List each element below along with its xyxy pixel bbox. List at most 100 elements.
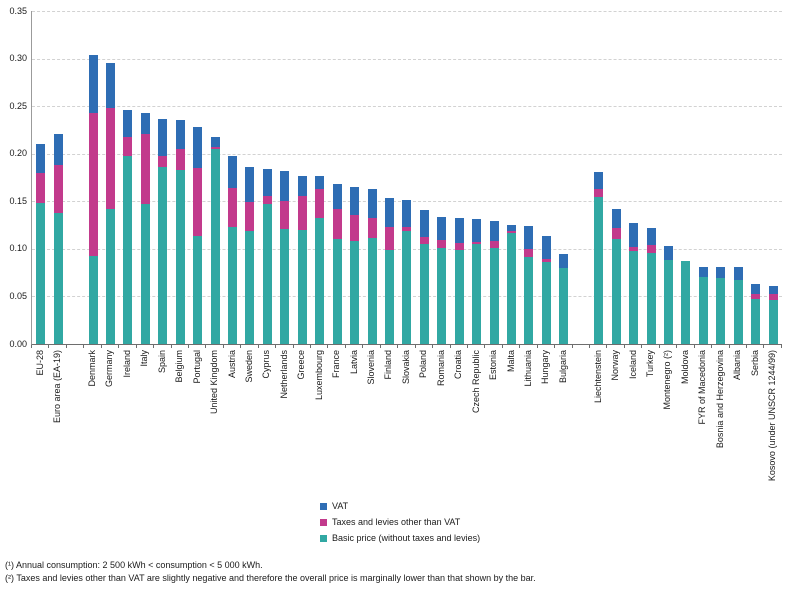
- bar-segment-vat: [768, 286, 778, 294]
- bar-segment-vat: [611, 209, 621, 228]
- x-label-cell: Liechtenstein: [589, 350, 606, 403]
- bar-segment-vat: [507, 225, 517, 231]
- x-tick-label: Poland: [418, 350, 429, 379]
- x-tick: [520, 345, 538, 348]
- x-tick-label: Serbia: [749, 350, 760, 377]
- x-tick-label: Latvia: [348, 350, 359, 375]
- bar-segment-other: [524, 249, 534, 257]
- bar-segment-basic: [681, 261, 691, 344]
- bar-slot: [677, 11, 694, 344]
- x-tick: [84, 345, 102, 348]
- x-label-cell: Malta: [502, 350, 519, 372]
- bar-slot: [730, 11, 747, 344]
- bar-segment-basic: [53, 213, 63, 344]
- x-tick: [154, 345, 172, 348]
- bar-segment-basic: [507, 233, 517, 344]
- bar-segment-other: [210, 147, 220, 149]
- bar-segment-vat: [245, 167, 255, 202]
- y-tick-label: 0.20: [9, 148, 27, 159]
- x-label-cell: Bosnia and Herzegovina: [711, 350, 728, 448]
- stacked-bar: [140, 113, 150, 344]
- x-tick: [363, 345, 381, 348]
- x-label-cell: Luxembourg: [310, 350, 327, 400]
- x-tick-label: Belgium: [174, 350, 185, 383]
- x-label-cell: Hungary: [537, 350, 554, 384]
- x-label-cell: Spain: [153, 350, 170, 373]
- bar-slot: [224, 11, 241, 344]
- legend-item-vat: VAT: [320, 501, 480, 512]
- x-tick-label: Euro area (EA-19): [52, 350, 63, 424]
- x-label-cell: Slovakia: [397, 350, 414, 384]
- bar-slot: [381, 11, 398, 344]
- bar-slot: [311, 11, 328, 344]
- bar-segment-basic: [594, 197, 604, 344]
- x-tick: [485, 345, 503, 348]
- bar-segment-other: [315, 189, 325, 218]
- x-tick: [503, 345, 521, 348]
- stacked-bar: [297, 176, 307, 344]
- bar-segment-basic: [698, 277, 708, 344]
- x-label-cell: Czech Republic: [467, 350, 484, 413]
- bar-segment-vat: [88, 55, 98, 113]
- bar-segment-other: [123, 137, 133, 156]
- x-tick-label: Iceland: [627, 350, 638, 380]
- x-label-cell: Iceland: [624, 350, 641, 379]
- x-label-cell: Romania: [432, 350, 449, 386]
- x-label-cell: Sweden: [240, 350, 257, 383]
- x-tick: [328, 345, 346, 348]
- x-tick: [311, 345, 329, 348]
- x-tick-label: Luxembourg: [313, 350, 324, 401]
- bar-segment-basic: [716, 278, 726, 344]
- bar-segment-basic: [768, 300, 778, 344]
- stacked-bar: [437, 217, 447, 344]
- plot-area: [31, 11, 782, 345]
- footnote-1: (¹) Annual consumption: 2 500 kWh < cons…: [5, 560, 263, 570]
- x-tick: [695, 345, 713, 348]
- bar-segment-other: [384, 227, 394, 250]
- x-tick: [573, 345, 590, 348]
- bar-segment-other: [297, 196, 307, 230]
- x-tick: [747, 345, 765, 348]
- bar-segment-vat: [663, 246, 673, 260]
- bar-segment-vat: [105, 63, 115, 108]
- bar-segment-basic: [280, 229, 290, 344]
- bar-segment-vat: [123, 110, 133, 137]
- bar-segment-vat: [698, 267, 708, 277]
- x-label-cell: Lithuania: [519, 350, 536, 387]
- bar-segment-vat: [472, 219, 482, 242]
- footnote-2: (²) Taxes and levies other than VAT are …: [5, 573, 536, 583]
- x-axis-ticks: [31, 345, 782, 348]
- stacked-bar: [419, 210, 429, 344]
- x-label-cell: United Kingdom: [205, 350, 222, 414]
- stacked-bar: [768, 286, 778, 344]
- bar-segment-other: [646, 245, 656, 253]
- bar-segment-vat: [262, 169, 272, 196]
- stacked-bar: [733, 267, 743, 344]
- x-tick-label: Portugal: [191, 350, 202, 384]
- bar-segment-vat: [541, 236, 551, 259]
- bar-segment-other: [507, 231, 517, 233]
- stacked-bar: [175, 120, 185, 344]
- x-label-cell: Montenegro (²): [659, 350, 676, 410]
- x-label-cell: Netherlands: [275, 350, 292, 399]
- bar-segment-basic: [245, 231, 255, 344]
- x-tick-label: Cyprus: [261, 350, 272, 379]
- x-label-cell: Denmark: [83, 350, 100, 387]
- gridline-0.35: [32, 11, 782, 12]
- stacked-bar: [228, 156, 238, 344]
- bar-segment-basic: [733, 280, 743, 344]
- bar-segment-other: [437, 240, 447, 248]
- stacked-bar: [594, 172, 604, 344]
- x-tick: [468, 345, 486, 348]
- x-tick-label: Finland: [383, 350, 394, 380]
- bar-slot: [346, 11, 363, 344]
- x-tick: [294, 345, 311, 348]
- bar-segment-vat: [384, 198, 394, 227]
- x-tick: [172, 345, 189, 348]
- x-tick: [224, 345, 242, 348]
- stacked-bar: [158, 119, 168, 344]
- bar-segment-other: [140, 134, 150, 204]
- bar-segment-vat: [210, 137, 220, 147]
- bar-slot: [747, 11, 764, 344]
- bar-slot: [712, 11, 729, 344]
